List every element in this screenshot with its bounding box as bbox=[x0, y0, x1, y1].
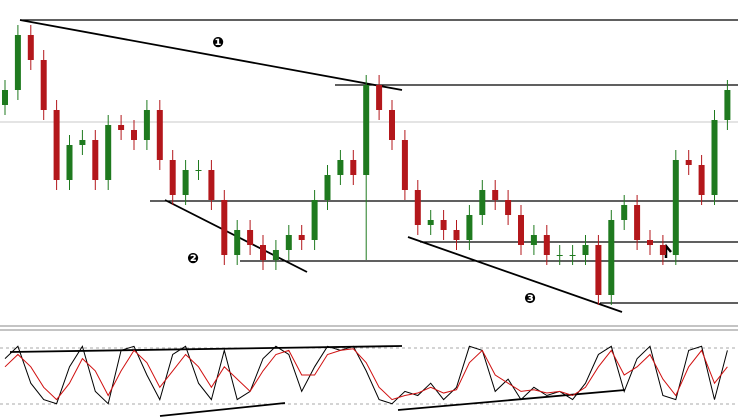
candle-body bbox=[285, 235, 292, 250]
candle-body bbox=[298, 235, 305, 240]
candle-body bbox=[260, 245, 266, 260]
candle-body bbox=[518, 215, 524, 245]
candle-body bbox=[195, 170, 202, 171]
candle-body bbox=[711, 120, 718, 195]
candle-body bbox=[247, 230, 254, 245]
candle-body bbox=[105, 125, 112, 180]
candle-body bbox=[595, 245, 602, 295]
osc-trend bbox=[397, 389, 626, 411]
candle-body bbox=[363, 85, 370, 175]
candle-body bbox=[427, 220, 434, 225]
candle-body bbox=[440, 220, 447, 230]
candle-body bbox=[272, 250, 279, 260]
candle-body bbox=[376, 85, 383, 110]
candle-body bbox=[169, 160, 176, 195]
annotation: ❶ bbox=[212, 35, 224, 51]
candle-body bbox=[530, 235, 537, 245]
candle-body bbox=[40, 60, 47, 110]
candle-body bbox=[79, 140, 86, 145]
candle-body bbox=[453, 230, 460, 240]
candle-body bbox=[2, 90, 8, 105]
candle-body bbox=[131, 130, 137, 140]
candle-body bbox=[14, 35, 21, 90]
candle-body bbox=[608, 220, 615, 295]
candle-body bbox=[118, 125, 125, 130]
candle-body bbox=[66, 145, 73, 180]
candle-body bbox=[569, 255, 576, 256]
candle-body bbox=[156, 110, 163, 160]
candle-body bbox=[53, 110, 60, 180]
candle-body bbox=[324, 175, 331, 200]
candle-body bbox=[401, 140, 408, 190]
candle-body bbox=[337, 160, 344, 175]
candle-body bbox=[582, 245, 589, 255]
candle-body bbox=[621, 205, 628, 220]
candle-body bbox=[479, 190, 486, 215]
candle-body bbox=[634, 205, 641, 240]
candle-body bbox=[143, 110, 150, 140]
candle-body bbox=[389, 110, 395, 140]
annotation: ❷ bbox=[187, 251, 199, 267]
candle-body bbox=[659, 245, 666, 255]
candle-body bbox=[492, 190, 499, 200]
candle-body bbox=[234, 230, 241, 255]
oscillator-line bbox=[4, 348, 728, 401]
candle-body bbox=[311, 200, 318, 240]
candle-body bbox=[350, 160, 357, 175]
candle-body bbox=[685, 160, 692, 165]
candle-body bbox=[414, 190, 421, 225]
candle-body bbox=[543, 235, 550, 255]
candle-body bbox=[672, 160, 679, 255]
annotation: ❸ bbox=[524, 291, 536, 307]
trend-line bbox=[407, 236, 623, 313]
candle-body bbox=[182, 170, 189, 195]
osc-trend bbox=[9, 345, 403, 353]
candle-body bbox=[556, 255, 563, 256]
candle-body bbox=[27, 35, 34, 60]
osc-trend bbox=[159, 402, 286, 417]
trend-line bbox=[19, 19, 403, 91]
candle-body bbox=[92, 140, 99, 180]
candle-body bbox=[505, 200, 512, 215]
candle-body bbox=[221, 200, 228, 255]
candle-body bbox=[724, 90, 731, 120]
oscillator-line bbox=[4, 345, 728, 405]
candle-body bbox=[698, 165, 705, 195]
candle-body bbox=[466, 215, 473, 240]
candle-body bbox=[208, 170, 215, 200]
candle-body bbox=[647, 240, 653, 245]
